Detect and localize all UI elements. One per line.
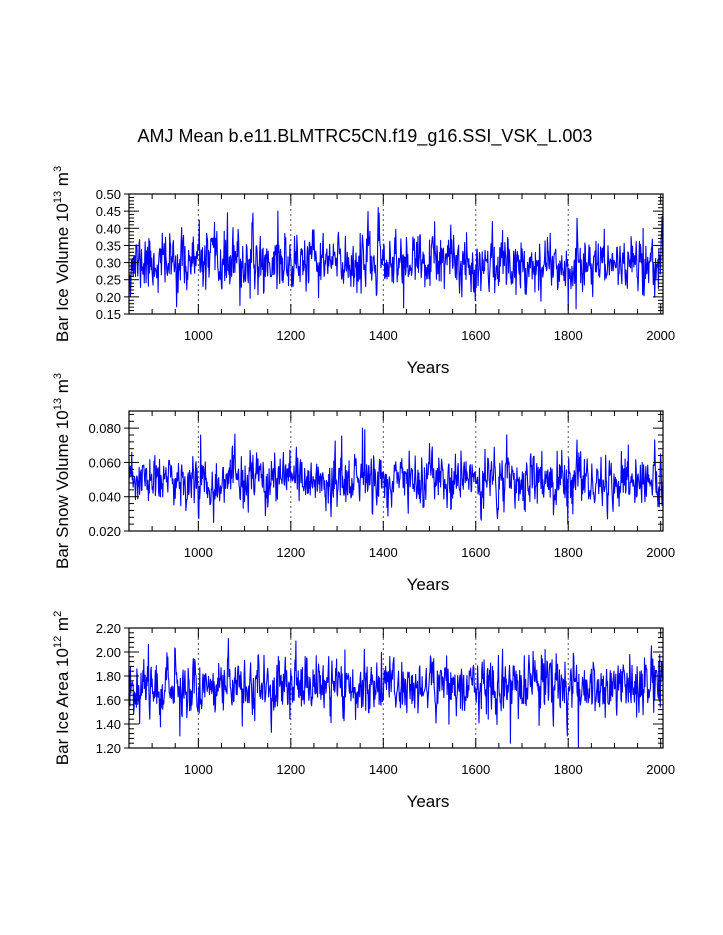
x-tick-label-1800: 1800 xyxy=(554,762,583,777)
x-tick-label-1400: 1400 xyxy=(369,762,398,777)
x-tick-label-1000: 1000 xyxy=(184,545,213,560)
y-tick-label: 2.00 xyxy=(96,645,121,660)
series-line xyxy=(128,637,664,749)
y-axis-title-ylabel-exp: 12 xyxy=(52,636,64,648)
y-axis-title-ylabel-unit: m xyxy=(53,379,72,398)
x-tick-label-1600: 1600 xyxy=(461,545,490,560)
y-axis-title: Bar Ice Area 1012 m2 xyxy=(52,611,72,765)
x-tick-label-1800: 1800 xyxy=(554,545,583,560)
x-tick-label-1400: 1400 xyxy=(369,545,398,560)
x-tick-label-1000: 1000 xyxy=(184,328,213,343)
y-axis-title-ylabel-unit-exp: 2 xyxy=(52,611,64,617)
x-tick-label-1200: 1200 xyxy=(276,328,305,343)
panel-3: 1000 1200 1400 1600 1800 2000 1.20 1.40 1.60 1.80… xyxy=(52,611,675,811)
y-tick-label: 0.15 xyxy=(96,307,121,322)
y-tick-label: 1.40 xyxy=(96,717,121,732)
y-tick-label: 0.25 xyxy=(96,273,121,288)
y-tick-label: 0.040 xyxy=(88,490,121,505)
y-tick-label: 1.60 xyxy=(96,693,121,708)
y-tick-label: 0.30 xyxy=(96,256,121,271)
panel-2: 1000 1200 1400 1600 1800 2000 0.020 0.040 0.060 0… xyxy=(52,373,675,594)
x-tick-label-1200: 1200 xyxy=(276,762,305,777)
x-tick-label-2000: 2000 xyxy=(646,762,675,777)
x-tick-label-1000: 1000 xyxy=(184,762,213,777)
y-tick-label: 0.45 xyxy=(96,204,121,219)
x-tick-label-1600: 1600 xyxy=(461,762,490,777)
plot-frame xyxy=(128,193,664,315)
x-axis-title: Years xyxy=(407,792,450,811)
y-tick-label: 0.20 xyxy=(96,290,121,305)
x-tick-label-1600: 1600 xyxy=(461,328,490,343)
y-tick-label: 0.060 xyxy=(88,455,121,470)
plot-frame xyxy=(128,410,664,532)
y-axis-title-ylabel-unit-exp: 3 xyxy=(52,373,64,379)
y-tick-label: 0.40 xyxy=(96,221,121,236)
x-tick-label-2000: 2000 xyxy=(646,328,675,343)
x-axis-title: Years xyxy=(407,575,450,594)
y-tick-label: 0.020 xyxy=(88,524,121,539)
x-tick-label-1800: 1800 xyxy=(554,328,583,343)
panels: 1000 1200 1400 1600 1800 2000 0.15 0.20 0.25 0.30… xyxy=(52,166,675,811)
y-axis-title-ylabel-exp: 13 xyxy=(52,398,64,410)
y-tick-label: 0.35 xyxy=(96,238,121,253)
y-tick-label: 1.20 xyxy=(96,741,121,756)
y-axis-title-ylabel-unit-exp: 3 xyxy=(52,166,64,172)
y-axis-title-ylabel-exp: 13 xyxy=(52,191,64,203)
y-axis-title: Bar Ice Volume 1013 m3 xyxy=(52,166,72,342)
y-tick-label: 0.50 xyxy=(96,187,121,202)
y-axis-title: Bar Snow Volume 1013 m3 xyxy=(52,373,72,569)
y-tick-label: 2.20 xyxy=(96,621,121,636)
y-axis-title-ylabel: Bar Ice Volume 10 xyxy=(53,203,72,342)
y-axis-title-ylabel-unit: m xyxy=(53,617,72,636)
x-tick-label-1400: 1400 xyxy=(369,328,398,343)
plot-frame xyxy=(128,627,664,749)
x-tick-label-2000: 2000 xyxy=(646,545,675,560)
y-axis-title-ylabel: Bar Snow Volume 10 xyxy=(53,410,72,569)
x-tick-label-1200: 1200 xyxy=(276,545,305,560)
series-line xyxy=(128,207,664,311)
x-axis-title: Years xyxy=(407,358,450,377)
y-tick-label: 1.80 xyxy=(96,669,121,684)
y-axis-title-ylabel: Bar Ice Area 10 xyxy=(53,648,72,765)
chart-title: AMJ Mean b.e11.BLMTRC5CN.f19_g16.SSI_VSK… xyxy=(138,126,593,147)
y-tick-label: 0.080 xyxy=(88,421,121,436)
series-line xyxy=(128,427,664,525)
y-axis-title-ylabel-unit: m xyxy=(53,172,72,191)
panel-1: 1000 1200 1400 1600 1800 2000 0.15 0.20 0.25 0.30… xyxy=(52,166,675,377)
